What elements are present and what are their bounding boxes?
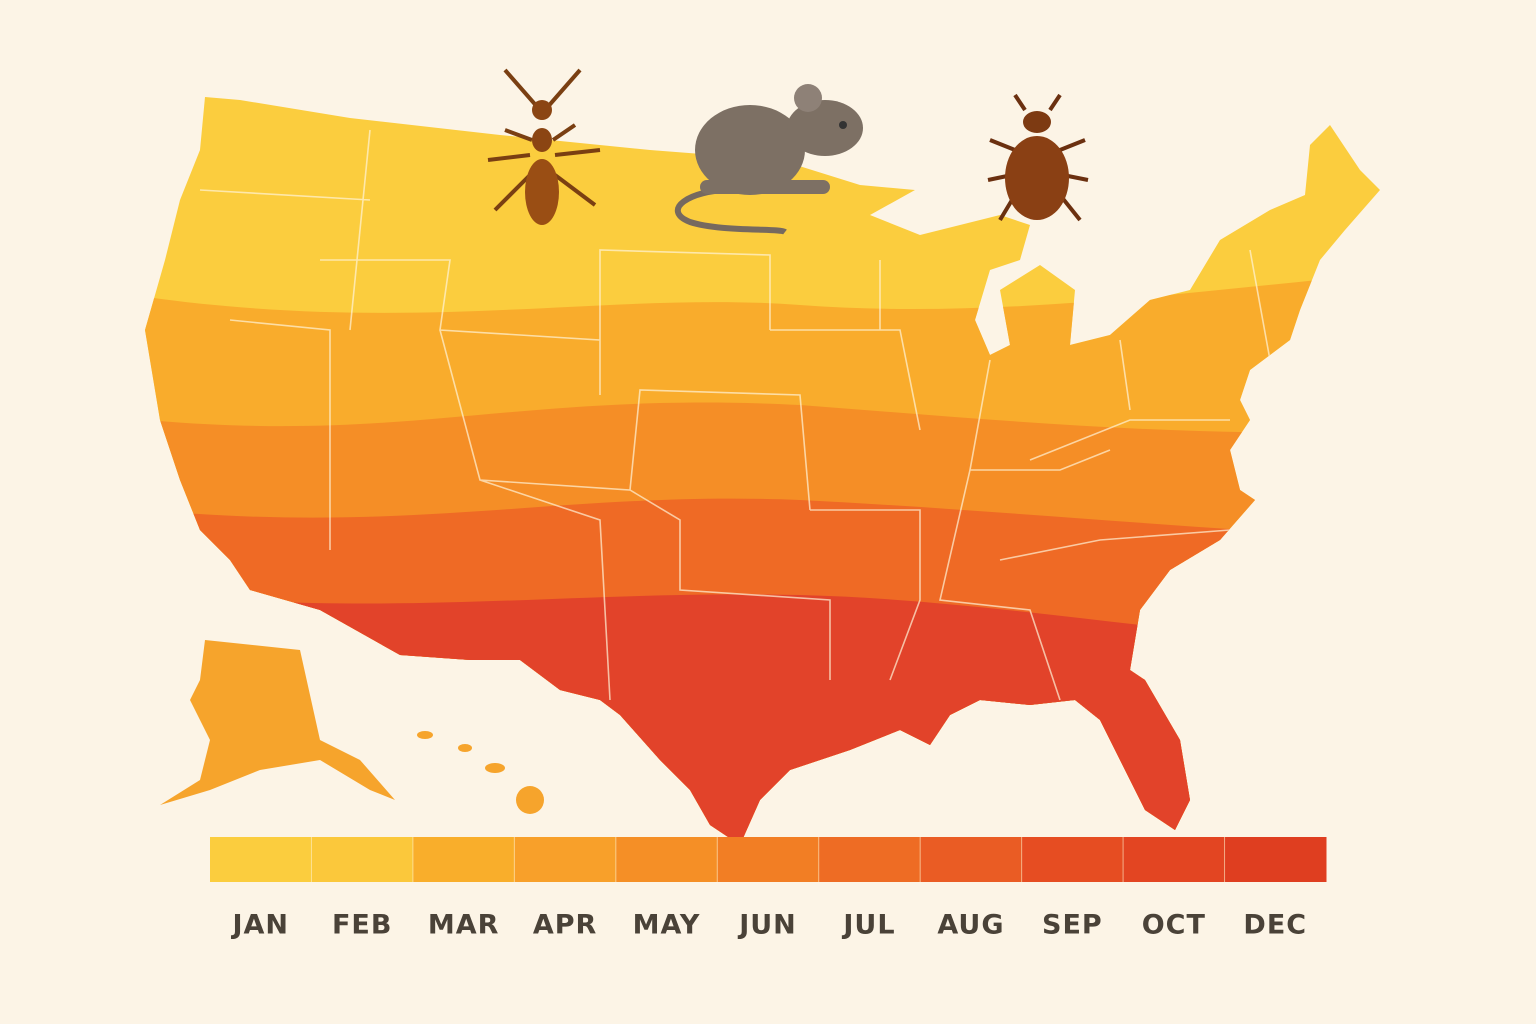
month-label: SEP [1042, 910, 1103, 941]
month-label: JUN [737, 910, 797, 941]
legend-swatch [311, 837, 414, 882]
legend-swatch [514, 837, 617, 882]
month-label: DEC [1243, 910, 1307, 941]
month-label: MAY [633, 910, 701, 941]
bedbug-icon [987, 93, 1089, 222]
hawaii-island [516, 786, 544, 814]
state-borders [199, 129, 1271, 701]
month-label: JUL [841, 910, 895, 941]
month-label: AUG [937, 910, 1004, 941]
legend-swatch [1224, 837, 1327, 882]
month-label: FEB [332, 910, 392, 941]
mouse-icon [674, 84, 863, 235]
month-label: JAN [230, 910, 289, 941]
legend-swatch [818, 837, 921, 882]
legend-swatch [210, 837, 312, 882]
month-label: MAR [428, 910, 500, 941]
hawaii-island [417, 731, 433, 739]
legend-swatch [920, 837, 1023, 882]
alaska-hawaii [160, 640, 544, 814]
termite-icon [487, 68, 601, 225]
month-label: APR [533, 910, 597, 941]
alaska [160, 640, 395, 805]
hawaii-island [458, 744, 472, 752]
month-legend: JAN FEB MAR APR MAY JUN JUL AUG SEP OCT DEC [210, 837, 1327, 941]
legend-swatch [1021, 837, 1124, 882]
legend-swatch [717, 837, 820, 882]
legend-swatch [412, 837, 515, 882]
legend-swatch [615, 837, 718, 882]
legend-swatch [1123, 837, 1226, 882]
month-label: OCT [1142, 910, 1206, 941]
hawaii-island [485, 763, 505, 773]
